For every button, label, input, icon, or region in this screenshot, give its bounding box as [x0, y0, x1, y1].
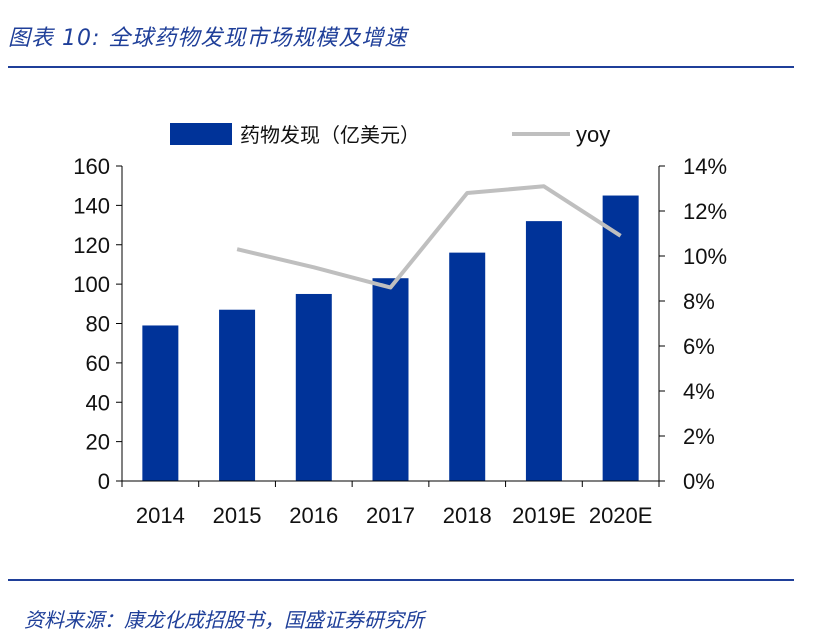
- x-tick-label: 2020E: [589, 503, 653, 528]
- x-tick-label: 2015: [213, 503, 262, 528]
- right-tick-label: 2%: [683, 424, 715, 449]
- bar-2014: [142, 325, 179, 481]
- bar-2017: [372, 278, 409, 481]
- bar-2018: [449, 252, 486, 481]
- right-tick-label: 4%: [683, 379, 715, 404]
- left-tick-label: 160: [73, 154, 110, 179]
- left-tick-label: 0: [98, 469, 110, 494]
- left-tick-label: 40: [86, 390, 110, 415]
- right-tick-label: 8%: [683, 289, 715, 314]
- bar-2015: [219, 309, 256, 481]
- x-tick-label: 2016: [289, 503, 338, 528]
- bar-2020E: [602, 195, 639, 481]
- axes-group: 0 20 40 60 80 100 120 140 160 0% 2% 4% 6% 8% 10% 12% 14%…: [73, 154, 727, 528]
- x-tick-label: 2017: [366, 503, 415, 528]
- legend-line-label: yoy: [576, 122, 610, 147]
- yoy-line: [236, 184, 622, 290]
- x-tick-label: 2019E: [512, 503, 576, 528]
- right-tick-label: 6%: [683, 334, 715, 359]
- left-tick-label: 140: [73, 193, 110, 218]
- yoy-line-group: [236, 184, 622, 290]
- legend: 药物发现（亿美元） yoy: [170, 122, 610, 147]
- figure-title: 图表 10: 全球药物发现市场规模及增速: [8, 26, 408, 51]
- left-tick-label: 80: [86, 312, 110, 337]
- left-tick-label: 60: [86, 351, 110, 376]
- right-tick-label: 12%: [683, 199, 727, 224]
- legend-bar-label: 药物发现（亿美元）: [240, 124, 420, 147]
- top-rule: [8, 66, 794, 68]
- left-tick-label: 120: [73, 233, 110, 258]
- bar-2016: [295, 293, 332, 481]
- bar-2019E: [525, 221, 562, 481]
- left-tick-label: 100: [73, 272, 110, 297]
- x-tick-label: 2014: [136, 503, 185, 528]
- right-tick-label: 10%: [683, 244, 727, 269]
- x-tick-label: 2018: [443, 503, 492, 528]
- right-tick-label: 0%: [683, 469, 715, 494]
- left-tick-label: 20: [86, 430, 110, 455]
- right-tick-label: 14%: [683, 154, 727, 179]
- bottom-rule: [8, 579, 794, 581]
- legend-bar-swatch: [170, 123, 232, 145]
- bars-group: [142, 195, 639, 481]
- source-note: 资料来源：康龙化成招股书，国盛证券研究所: [24, 608, 424, 632]
